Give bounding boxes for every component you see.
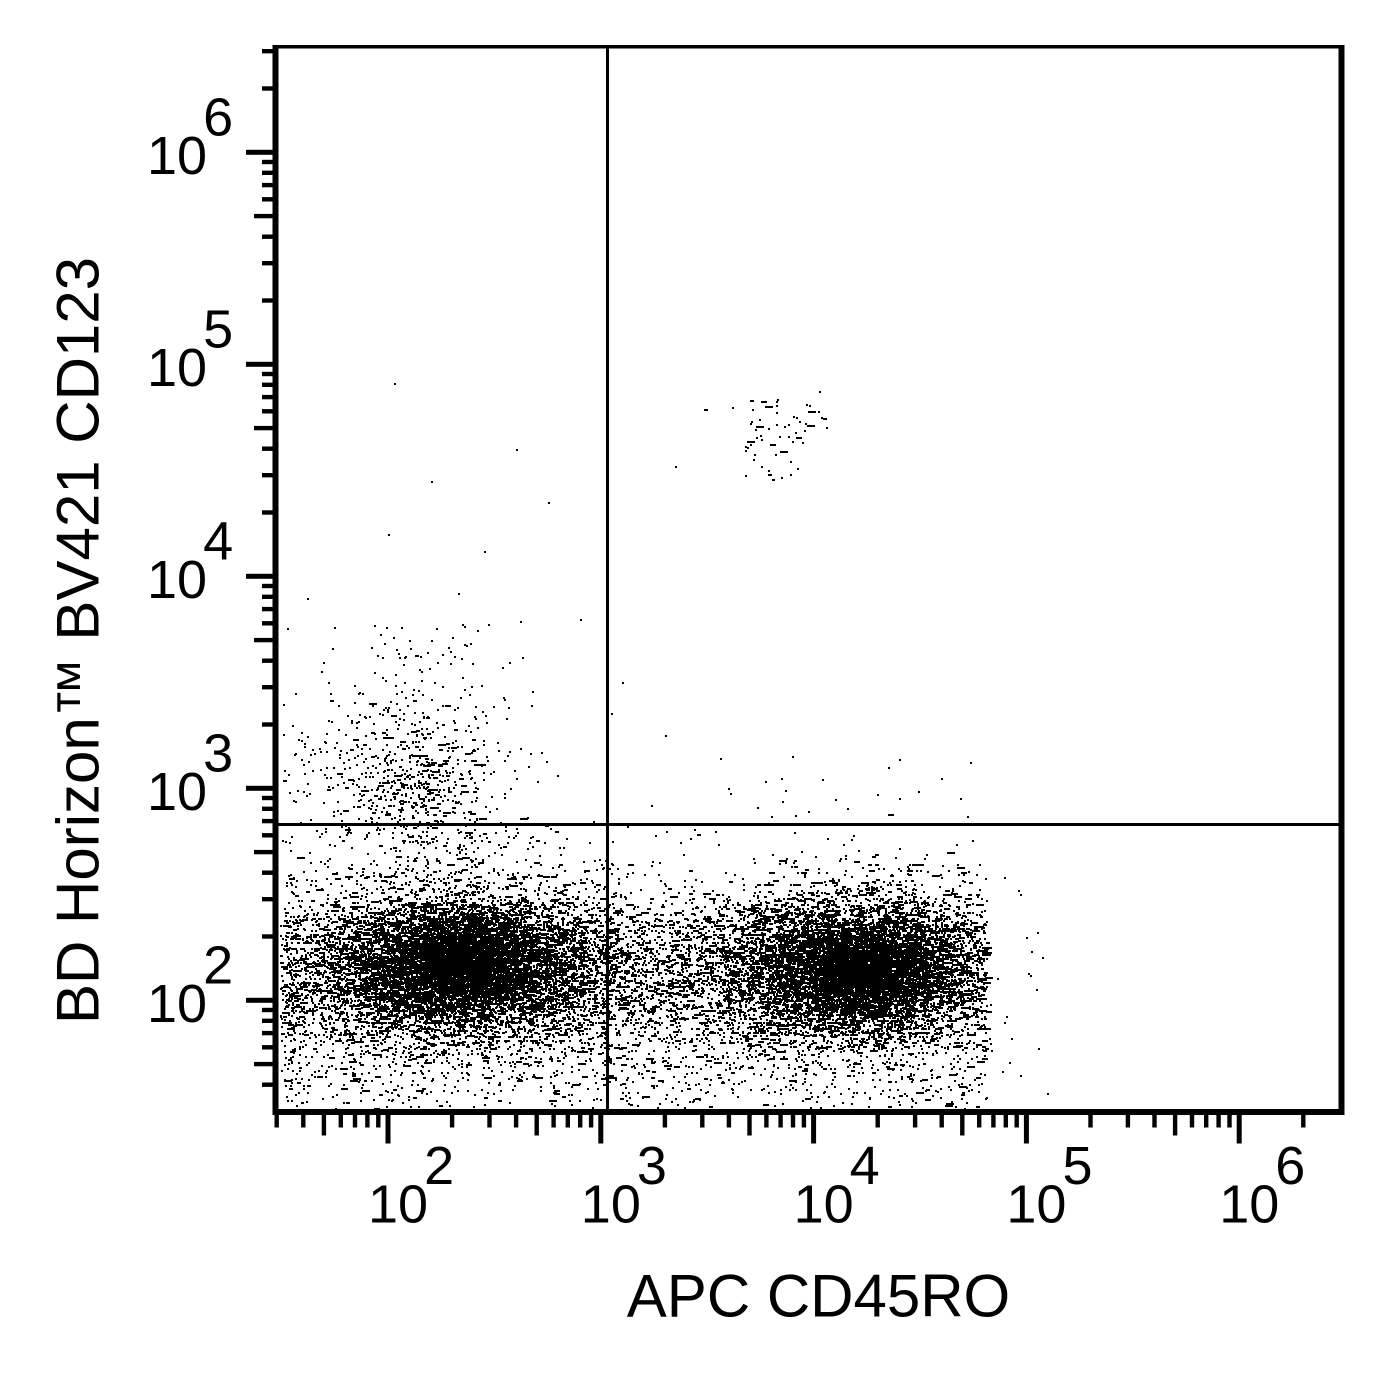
svg-text:BD Horizon™ BV421 CD123: BD Horizon™ BV421 CD123: [45, 257, 112, 1024]
svg-text:APC CD45RO: APC CD45RO: [627, 1263, 1010, 1330]
